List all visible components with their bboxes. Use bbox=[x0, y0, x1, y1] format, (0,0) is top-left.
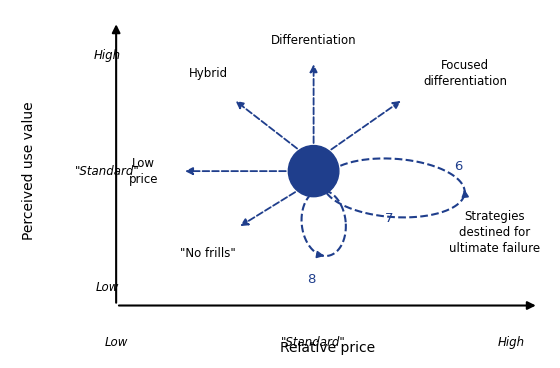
Text: "Standard": "Standard" bbox=[74, 164, 139, 178]
Text: "No frills": "No frills" bbox=[180, 247, 236, 260]
Text: Focused
differentiation: Focused differentiation bbox=[423, 59, 507, 88]
Text: Hybrid: Hybrid bbox=[188, 67, 227, 80]
Text: Strategies
destined for
ultimate failure: Strategies destined for ultimate failure bbox=[450, 210, 540, 255]
Text: Perceived use value: Perceived use value bbox=[22, 102, 36, 240]
Text: Low: Low bbox=[95, 281, 119, 294]
Text: High: High bbox=[94, 49, 120, 61]
Text: Low: Low bbox=[105, 336, 128, 349]
Text: "Standard": "Standard" bbox=[281, 336, 346, 349]
Text: Low
price: Low price bbox=[129, 157, 158, 185]
Text: 6: 6 bbox=[454, 160, 463, 173]
Text: Relative price: Relative price bbox=[280, 341, 375, 355]
Text: 7: 7 bbox=[385, 212, 394, 225]
Text: Differentiation: Differentiation bbox=[271, 34, 356, 47]
Text: 8: 8 bbox=[307, 273, 315, 286]
Text: High: High bbox=[497, 336, 525, 349]
Ellipse shape bbox=[288, 146, 339, 197]
